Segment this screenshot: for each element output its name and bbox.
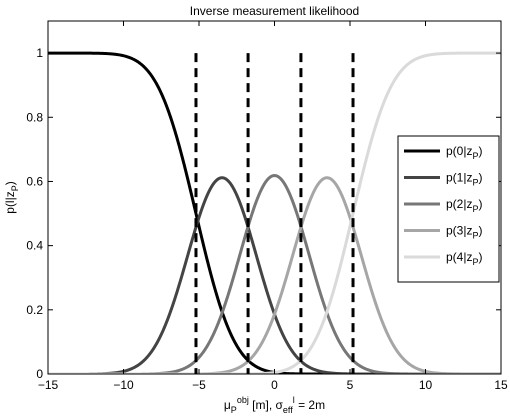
legend-label-4: p(4|zP) — [446, 250, 482, 267]
x-tick-label: 15 — [494, 378, 508, 392]
legend-label-3: p(3|zP) — [446, 224, 482, 241]
y-tick-label: 1 — [36, 46, 43, 60]
y-axis-label: p(l|zP) — [3, 181, 20, 213]
y-tick-label: 0 — [36, 367, 43, 381]
labels: Inverse measurement likelihood μPobj [m],… — [3, 4, 359, 415]
chart-title: Inverse measurement likelihood — [190, 4, 359, 18]
x-tick-label: −15 — [38, 378, 59, 392]
x-tick-label: 0 — [271, 378, 278, 392]
legend: p(0|zP) p(1|zP) p(2|zP) p(3|zP) p(4|zP) — [397, 135, 500, 283]
axes: −15 −10 −5 0 5 10 15 0 0.2 0.4 0.6 0.8 1 — [26, 20, 508, 392]
y-tick-label: 0.4 — [26, 239, 43, 253]
x-axis-label: μPobj [m], σeffl = 2m — [224, 395, 325, 415]
x-tick-label: 10 — [419, 378, 433, 392]
x-tick-label: −10 — [113, 378, 134, 392]
y-tick-label: 0.2 — [26, 303, 43, 317]
legend-label-2: p(2|zP) — [446, 197, 482, 214]
legend-label-1: p(1|zP) — [446, 171, 482, 188]
x-tick-label: 5 — [347, 378, 354, 392]
y-tick-label: 0.8 — [26, 110, 43, 124]
y-tick-label: 0.6 — [26, 174, 43, 188]
x-tick-label: −5 — [192, 378, 206, 392]
legend-label-0: p(0|zP) — [446, 144, 482, 161]
